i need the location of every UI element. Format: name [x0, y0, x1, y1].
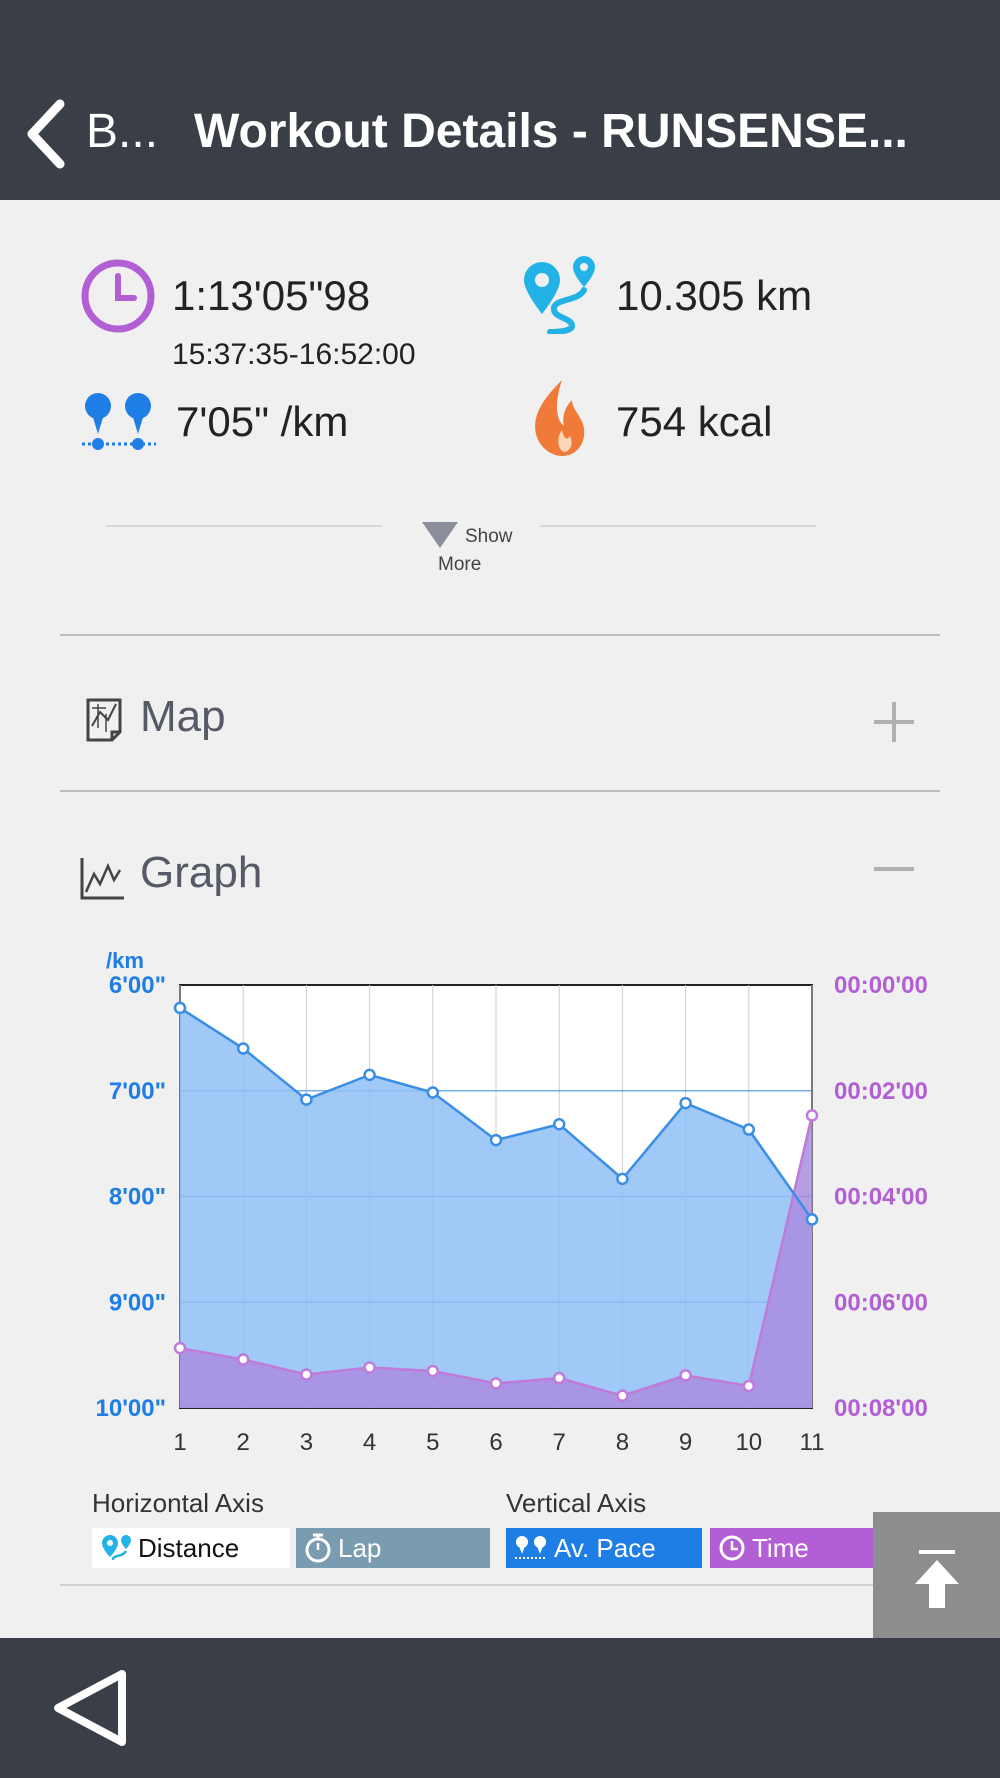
clock-icon [719, 1535, 745, 1561]
x-tick-label: 5 [426, 1429, 439, 1456]
time-data-point [742, 1379, 756, 1393]
duration-value: 1:13'05"98 [172, 272, 371, 319]
av-pace-axis-label: Av. Pace [554, 1532, 656, 1563]
x-tick-label: 3 [300, 1429, 313, 1456]
time-data-point [489, 1377, 503, 1390]
pace-area [180, 1007, 812, 1408]
line-graph-icon [80, 858, 124, 900]
lap-axis-button[interactable]: Lap [296, 1528, 490, 1568]
x-tick-label: 9 [679, 1429, 692, 1456]
left-tick-label: 6'00" [109, 972, 166, 999]
x-tick-label: 7 [553, 1429, 566, 1456]
time-data-point [236, 1353, 250, 1366]
x-tick-label: 2 [237, 1429, 250, 1456]
left-tick-label: 10'00" [96, 1395, 166, 1422]
page-title: Workout Details - RUNSENSE... [194, 105, 908, 158]
right-tick-label: 00:02'00 [834, 1078, 928, 1105]
workout-chart: /km 6'00" 7'00" 8'00" 9'00" 10'00" 00:00'00 0… [0, 940, 1000, 1460]
plus-icon[interactable] [872, 700, 916, 744]
pace-pins-icon [515, 1536, 547, 1559]
map-icon [86, 698, 122, 742]
route-pin-icon [524, 256, 595, 334]
left-tick-label: 8'00" [109, 1184, 166, 1211]
time-data-point [426, 1364, 440, 1378]
back-chevron-icon[interactable] [24, 98, 68, 170]
clock-icon [81, 259, 155, 333]
pace-data-point [679, 1096, 692, 1110]
pace-data-point [616, 1172, 629, 1186]
x-tick-label: 1 [173, 1429, 186, 1456]
pace-data-point [173, 1001, 187, 1015]
triangle-down-icon [422, 522, 458, 548]
pace-data-point [300, 1093, 313, 1106]
chart-svg: /km 6'00" 7'00" 8'00" 9'00" 10'00" 00:00'00 0… [96, 948, 928, 1456]
show-more-button[interactable]: Show More [410, 518, 530, 575]
calories-value: 754 kcal [616, 398, 773, 445]
show-more-label-2: More [438, 554, 482, 575]
distance-axis-label: Distance [138, 1532, 240, 1563]
arrow-up-to-top-icon [915, 1550, 959, 1608]
show-more-label-1: Show [465, 526, 513, 547]
right-tick-label: 00:06'00 [834, 1289, 928, 1316]
graph-section-header[interactable]: Graph [60, 818, 940, 928]
time-data-point [616, 1389, 629, 1402]
map-section-title: Map [140, 692, 226, 741]
right-tick-label: 00:04'00 [834, 1184, 928, 1211]
lap-axis-label: Lap [338, 1532, 382, 1563]
distance-value: 10.305 km [616, 272, 813, 319]
x-tick-label: 6 [489, 1429, 502, 1456]
back-button-label[interactable]: B... [86, 105, 159, 158]
left-tick-label: 9'00" [109, 1289, 166, 1316]
time-data-point [173, 1341, 187, 1355]
pace-data-point [426, 1086, 440, 1099]
horizontal-axis-label: Horizontal Axis [92, 1488, 264, 1518]
x-tick-label: 8 [616, 1429, 629, 1456]
time-axis-label: Time [752, 1532, 809, 1563]
x-tick-label: 10 [735, 1429, 762, 1456]
pace-data-point [363, 1068, 376, 1082]
x-tick-label: 11 [800, 1429, 825, 1456]
scroll-to-top-button[interactable] [873, 1512, 1000, 1638]
time-range-value: 15:37:35-16:52:00 [172, 338, 416, 371]
route-pin-icon [102, 1535, 131, 1561]
system-nav-bar [0, 1638, 1000, 1778]
pace-data-point [742, 1123, 756, 1136]
av-pace-axis-button[interactable]: Av. Pace [506, 1528, 702, 1568]
vertical-axis-label: Vertical Axis [506, 1488, 647, 1518]
map-section-header[interactable]: Map [60, 662, 940, 772]
time-area [180, 1115, 812, 1408]
pace-pins-icon [82, 393, 156, 450]
bottom-divider [60, 1584, 940, 1586]
pace-data-point [805, 1213, 819, 1226]
time-data-point [805, 1109, 819, 1122]
section-divider [60, 790, 940, 792]
pace-data-point [236, 1042, 250, 1055]
right-tick-label: 00:00'00 [834, 972, 928, 999]
time-data-point [363, 1361, 376, 1374]
time-data-point [679, 1369, 692, 1382]
distance-axis-button[interactable]: Distance [92, 1528, 290, 1568]
pace-value: 7'05" /km [176, 398, 349, 445]
right-tick-label: 00:08'00 [834, 1395, 928, 1422]
stopwatch-icon [305, 1533, 331, 1563]
left-tick-label: 7'00" [109, 1078, 166, 1105]
time-data-point [300, 1368, 313, 1381]
header-bar: B... Workout Details - RUNSENSE... [0, 0, 1000, 200]
left-axis-unit: /km [106, 948, 144, 973]
minus-icon[interactable] [872, 864, 916, 874]
section-divider [60, 634, 940, 636]
pace-data-point [552, 1117, 566, 1131]
nav-back-triangle-icon[interactable] [50, 1668, 130, 1748]
divider-left [106, 525, 382, 527]
time-data-point [552, 1371, 566, 1385]
divider-right [540, 525, 816, 527]
graph-section-title: Graph [140, 848, 263, 897]
pace-data-point [489, 1133, 503, 1147]
flame-icon [535, 380, 585, 456]
x-tick-label: 4 [363, 1429, 376, 1456]
